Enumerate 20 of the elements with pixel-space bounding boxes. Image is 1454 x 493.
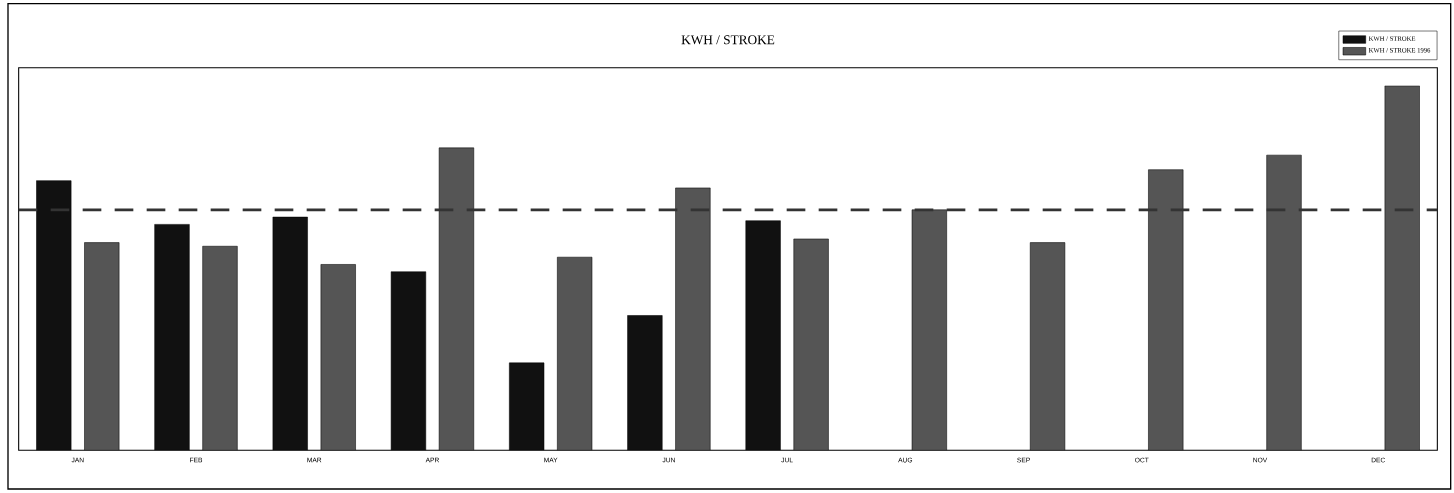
bar bbox=[154, 224, 190, 451]
bar bbox=[1029, 242, 1066, 451]
bar bbox=[36, 180, 72, 451]
bar bbox=[627, 315, 663, 451]
chart-title: KWH / STROKE bbox=[681, 35, 775, 45]
bar bbox=[390, 271, 427, 451]
bar bbox=[793, 238, 829, 451]
bar bbox=[272, 216, 308, 451]
bar bbox=[438, 147, 475, 451]
bar bbox=[911, 209, 947, 451]
bar bbox=[1148, 169, 1184, 451]
bar bbox=[509, 362, 545, 451]
bar bbox=[1384, 85, 1420, 451]
bar bbox=[84, 242, 120, 451]
bar bbox=[557, 256, 593, 451]
bar bbox=[202, 245, 238, 451]
bar bbox=[320, 264, 356, 451]
bar bbox=[1266, 154, 1302, 451]
bar bbox=[745, 220, 781, 451]
bar bbox=[675, 187, 711, 451]
